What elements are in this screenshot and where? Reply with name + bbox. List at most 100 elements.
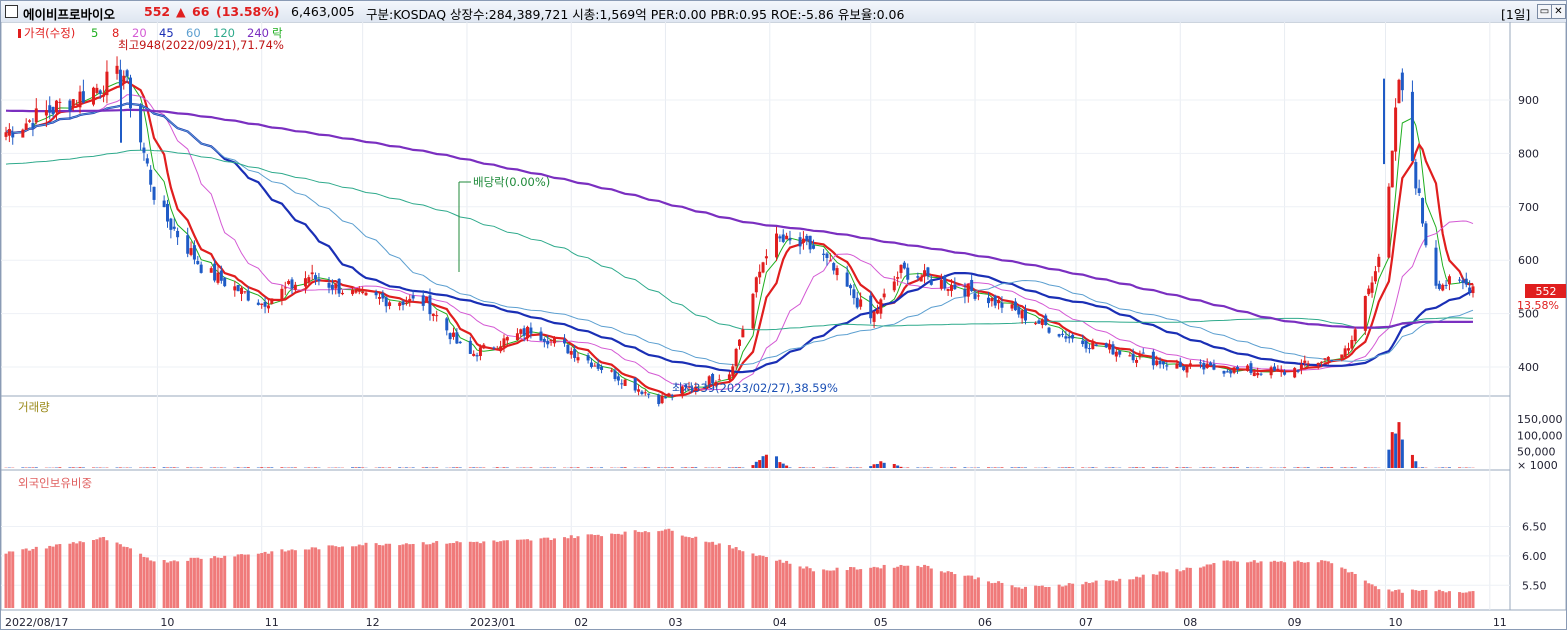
volume-bar — [68, 467, 72, 468]
foreign-bar — [243, 554, 247, 608]
foreign-bar — [54, 544, 58, 608]
volume-bar — [529, 467, 533, 468]
chart-canvas[interactable]: 900 800 700 600 500 400 150,000 100,000 50,000× … — [1, 22, 1566, 630]
candle-body — [1198, 362, 1202, 364]
volume-bar — [775, 456, 779, 468]
select-checkbox[interactable] — [5, 5, 18, 18]
foreign-bar — [361, 545, 365, 608]
foreign-bar — [223, 555, 227, 608]
volume-bar — [569, 467, 573, 468]
price-change: 66 — [192, 4, 210, 19]
volume-bar — [1394, 433, 1398, 468]
foreign-bar — [1198, 567, 1202, 608]
foreign-bar — [620, 534, 624, 608]
foreign-bar — [704, 541, 708, 608]
candle-body — [1040, 319, 1044, 325]
foreign-bar — [1017, 587, 1021, 608]
candle-body — [1276, 368, 1280, 372]
candle-body — [1283, 372, 1287, 375]
candle-body — [684, 385, 688, 388]
foreign-bar — [492, 540, 496, 608]
candle-body — [377, 297, 381, 299]
candle-body — [552, 338, 556, 344]
foreign-bar — [1276, 561, 1280, 608]
candle-body — [216, 272, 220, 283]
candle-body — [357, 289, 361, 292]
foreign-bar — [899, 564, 903, 608]
candle-body — [775, 233, 779, 258]
candle-body — [923, 270, 927, 277]
foreign-bar — [1296, 560, 1300, 608]
candle-body — [822, 253, 826, 255]
volume-bar — [785, 465, 789, 468]
minimize-icon[interactable]: ▭ — [1537, 4, 1552, 19]
volume-bar — [1326, 467, 1330, 468]
foreign-bar — [667, 528, 671, 608]
foreign-bar — [539, 538, 543, 608]
candle-body — [1034, 323, 1038, 325]
foreign-bar — [125, 547, 129, 608]
foreign-bar — [1272, 560, 1276, 608]
volume-bar — [869, 466, 873, 468]
foreign-bar — [637, 531, 641, 608]
legend-fall: 락 — [272, 26, 283, 40]
candle-body — [1330, 359, 1334, 361]
foreign-bar — [280, 549, 284, 608]
volume-bar — [1363, 467, 1367, 468]
period-button[interactable]: [1일] — [1501, 7, 1531, 22]
foreign-bar — [142, 556, 146, 608]
foreign-bar — [781, 562, 785, 608]
volume-title: 거래량 — [18, 400, 50, 414]
foreign-bar — [542, 537, 546, 608]
volume-bar — [879, 461, 883, 468]
foreign-bar — [310, 547, 314, 608]
candle-body — [1087, 348, 1091, 350]
y-axis-area — [1509, 22, 1566, 611]
foreign-bar — [785, 560, 789, 608]
candle-body — [266, 305, 270, 309]
x-tick-label: 09 — [1288, 616, 1302, 629]
foreign-title: 외국인보유비중 — [18, 476, 92, 490]
high-annotation: 최고948(2022/09/21),71.74% — [118, 38, 284, 52]
candle-body — [808, 235, 812, 250]
foreign-bar — [892, 567, 896, 608]
foreign-bar — [1067, 583, 1071, 608]
foreign-bar — [1447, 591, 1451, 608]
volume-bar — [1067, 467, 1071, 468]
x-tick-label: 08 — [1183, 616, 1197, 629]
foreign-bar — [340, 546, 344, 608]
candle-body — [236, 284, 240, 292]
foreign-bar — [808, 568, 812, 608]
title-bar: 에이비프로바이오 552 ▲ 66 (13.58%) 6,463,005 구분:… — [1, 1, 1566, 23]
candle-body — [482, 344, 486, 349]
volume-bar — [778, 462, 782, 468]
ma45-line — [5, 102, 1474, 374]
legend-ma45: 45 — [159, 26, 174, 40]
foreign-bar — [1185, 567, 1189, 608]
volume-bar — [1185, 467, 1189, 468]
candle-body — [519, 329, 523, 334]
foreign-bar — [906, 565, 910, 608]
foreign-bar — [71, 542, 75, 608]
foreign-bar — [1087, 583, 1091, 608]
foreign-bar — [1044, 587, 1048, 608]
foreign-bar — [145, 557, 149, 608]
price-tick-label: 500 — [1518, 308, 1539, 321]
close-icon[interactable]: ✕ — [1551, 4, 1566, 19]
foreign-bar — [1414, 590, 1418, 608]
candle-body — [1249, 363, 1253, 373]
foreign-bar — [997, 581, 1001, 608]
foreign-bar — [552, 538, 556, 608]
foreign-bar — [95, 539, 99, 608]
candle-body — [398, 302, 402, 306]
candle-body — [425, 296, 429, 302]
foreign-bar — [993, 582, 997, 608]
foreign-bar — [68, 543, 72, 608]
foreign-bar — [805, 566, 809, 608]
candle-body — [1370, 282, 1374, 293]
foreign-bar — [741, 551, 745, 608]
candle-body — [845, 272, 849, 287]
foreign-bar — [374, 543, 378, 608]
foreign-bar — [1165, 572, 1169, 608]
candle-body — [1209, 362, 1213, 366]
